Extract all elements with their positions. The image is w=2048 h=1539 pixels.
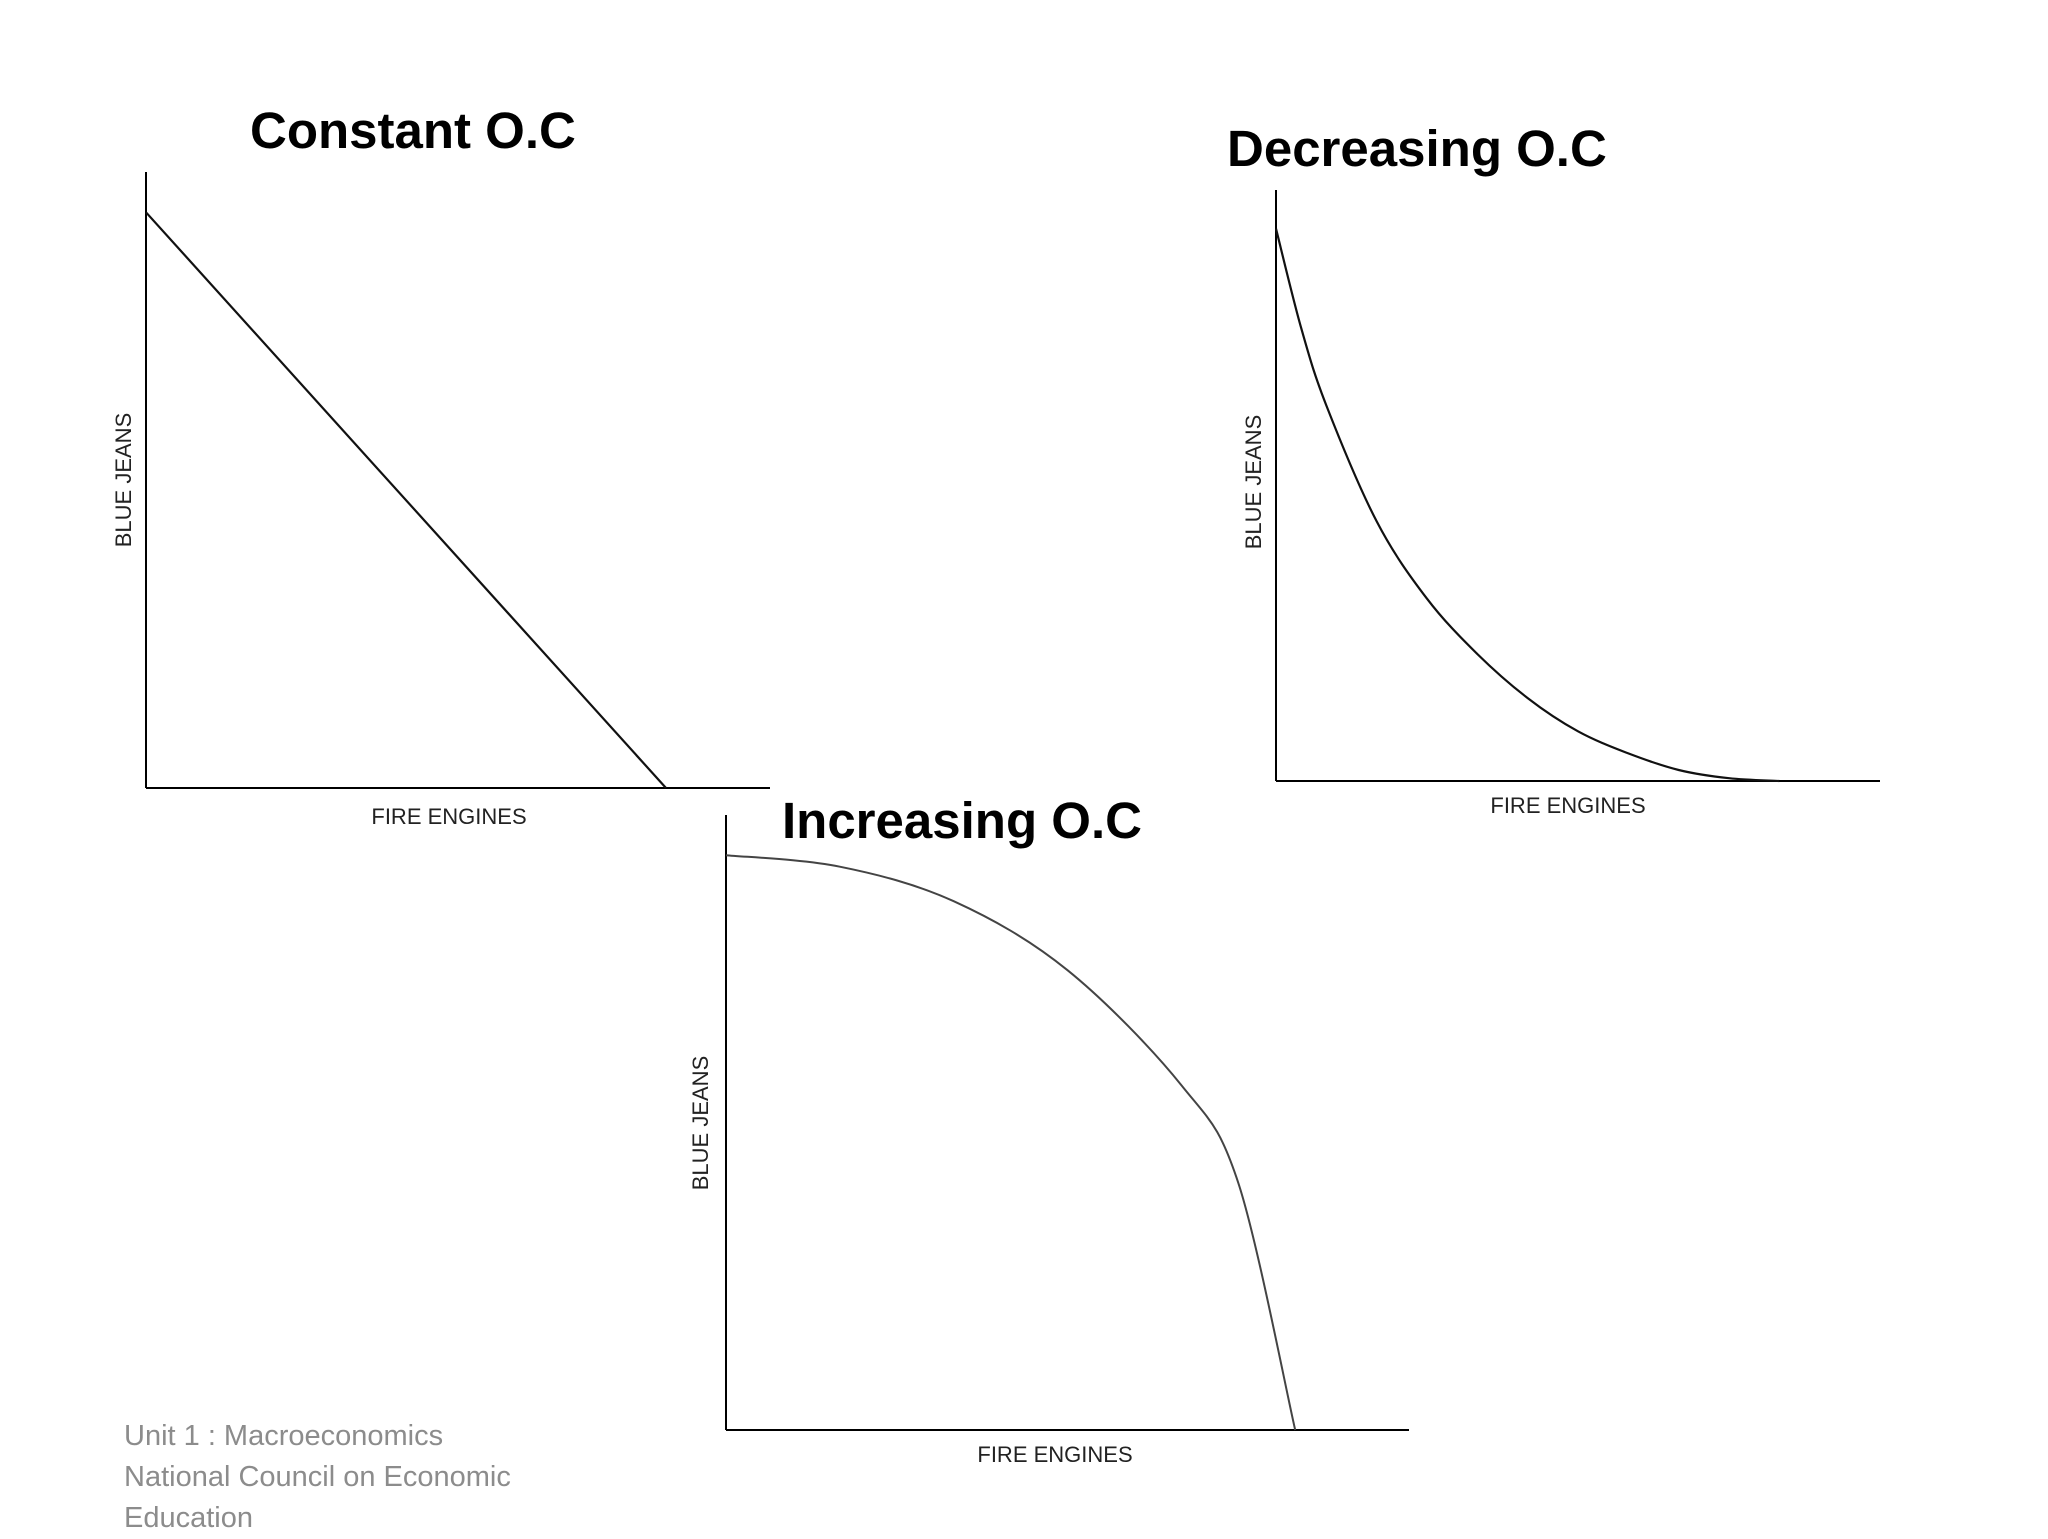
chart-title-increasing: Increasing O.C (782, 792, 1142, 849)
footer-line: Unit 1 : Macroeconomics (124, 1420, 444, 1452)
frontier-curve (1274, 228, 1780, 783)
y-axis-label: BLUE JEANS (1241, 415, 1266, 550)
frontier-line (145, 211, 667, 789)
plot-area-decreasing: FIRE ENGINES BLUE JEANS (1241, 190, 1880, 818)
y-axis-label: BLUE JEANS (688, 1056, 713, 1191)
chart-title-constant: Constant O.C (250, 102, 576, 159)
footer-line: Education (124, 1502, 253, 1534)
frontier-curve (725, 854, 1297, 1431)
x-axis-label: FIRE ENGINES (977, 1442, 1132, 1467)
y-axis-label: BLUE JEANS (111, 413, 136, 548)
x-axis-label: FIRE ENGINES (1490, 793, 1645, 818)
plot-area-increasing: FIRE ENGINES BLUE JEANS (688, 815, 1409, 1467)
x-axis-label: FIRE ENGINES (371, 804, 526, 829)
plot-area-constant: FIRE ENGINES BLUE JEANS (111, 172, 770, 829)
footer-text: Unit 1 : Macroeconomics National Council… (124, 1416, 584, 1539)
chart-title-decreasing: Decreasing O.C (1227, 120, 1607, 177)
footer-line: National Council on Economic (124, 1461, 511, 1493)
